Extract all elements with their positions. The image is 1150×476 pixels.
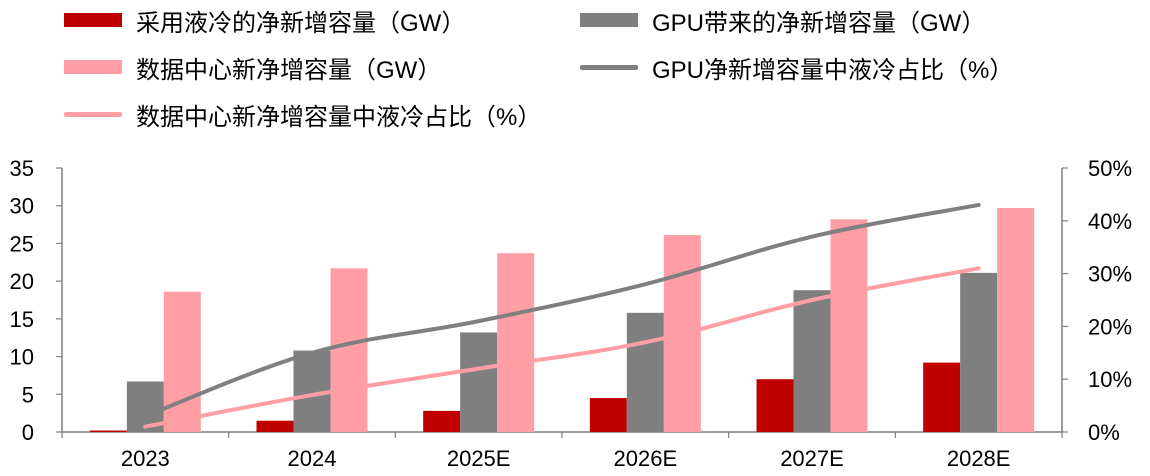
bar-gpu-2028E [960, 272, 998, 432]
legend-label: 采用液冷的净新增容量（GW） [136, 9, 466, 37]
legend-item-datacenter-liquid-share: 数据中心新净增容量中液冷占比（%） [64, 94, 541, 134]
right-tick-label: 30% [1088, 262, 1132, 287]
bar-gpu-2025E [460, 332, 498, 432]
x-tick-label: 2028E [947, 446, 1011, 471]
x-tick-label: 2024 [288, 446, 337, 471]
left-tick-label: 35 [10, 156, 34, 181]
left-tick-label: 20 [10, 269, 34, 294]
bar-datacenter-2028E [997, 207, 1035, 432]
right-tick-label: 40% [1088, 209, 1132, 234]
line-gpu-liquid-share [143, 202, 981, 419]
bar-liquid-cooled-2023 [89, 430, 127, 432]
legend-item-gpu-capacity: GPU带来的净新增容量（GW） [580, 0, 985, 40]
x-tick-label: 2025E [447, 446, 511, 471]
left-tick-label: 15 [10, 307, 34, 332]
legend-item-gpu-liquid-share: GPU净新增容量中液冷占比（%） [580, 47, 1013, 87]
bar-gpu-2026E [626, 312, 664, 432]
legend-item-liquid-cooled-capacity: 采用液冷的净新增容量（GW） [64, 0, 465, 40]
x-tick-label: 2027E [780, 446, 844, 471]
legend-label: GPU净新增容量中液冷占比（%） [652, 56, 1014, 84]
legend-label: 数据中心新净增容量中液冷占比（%） [136, 103, 542, 131]
right-tick-label: 10% [1088, 367, 1132, 392]
legend-swatch-pink [64, 60, 122, 74]
bar-liquid-cooled-2024 [256, 420, 294, 432]
x-tick-label: 2023 [121, 446, 170, 471]
left-tick-label: 10 [10, 345, 34, 370]
legend-label: 数据中心新净增容量（GW） [136, 56, 442, 84]
line-datacenter-liquid-share [143, 266, 981, 429]
bar-liquid-cooled-2027E [756, 379, 794, 432]
left-tick-label: 0 [22, 420, 34, 445]
bar-liquid-cooled-2026E [589, 398, 627, 432]
legend: 采用液冷的净新增容量（GW） GPU带来的净新增容量（GW） 数据中心新净增容量… [0, 0, 1150, 140]
right-tick-label: 50% [1088, 156, 1132, 181]
right-tick-label: 20% [1088, 314, 1132, 339]
legend-line-gray [580, 64, 638, 70]
legend-swatch-dark-red [64, 13, 122, 27]
legend-item-datacenter-capacity: 数据中心新净增容量（GW） [64, 47, 441, 87]
bar-liquid-cooled-2028E [923, 362, 961, 432]
bar-datacenter-2023 [163, 291, 201, 432]
legend-label: GPU带来的净新增容量（GW） [652, 9, 986, 37]
left-tick-label: 30 [10, 194, 34, 219]
left-tick-label: 5 [22, 382, 34, 407]
x-tick-label: 2026E [614, 446, 678, 471]
legend-swatch-gray [580, 13, 638, 27]
bar-liquid-cooled-2025E [423, 410, 461, 432]
right-tick-label: 0% [1088, 420, 1120, 445]
left-tick-label: 25 [10, 231, 34, 256]
bar-datacenter-2027E [830, 219, 868, 432]
bar-gpu-2027E [793, 290, 831, 432]
legend-line-pink [64, 111, 122, 117]
bar-datacenter-2024 [330, 268, 368, 432]
bar-datacenter-2025E [497, 253, 535, 432]
